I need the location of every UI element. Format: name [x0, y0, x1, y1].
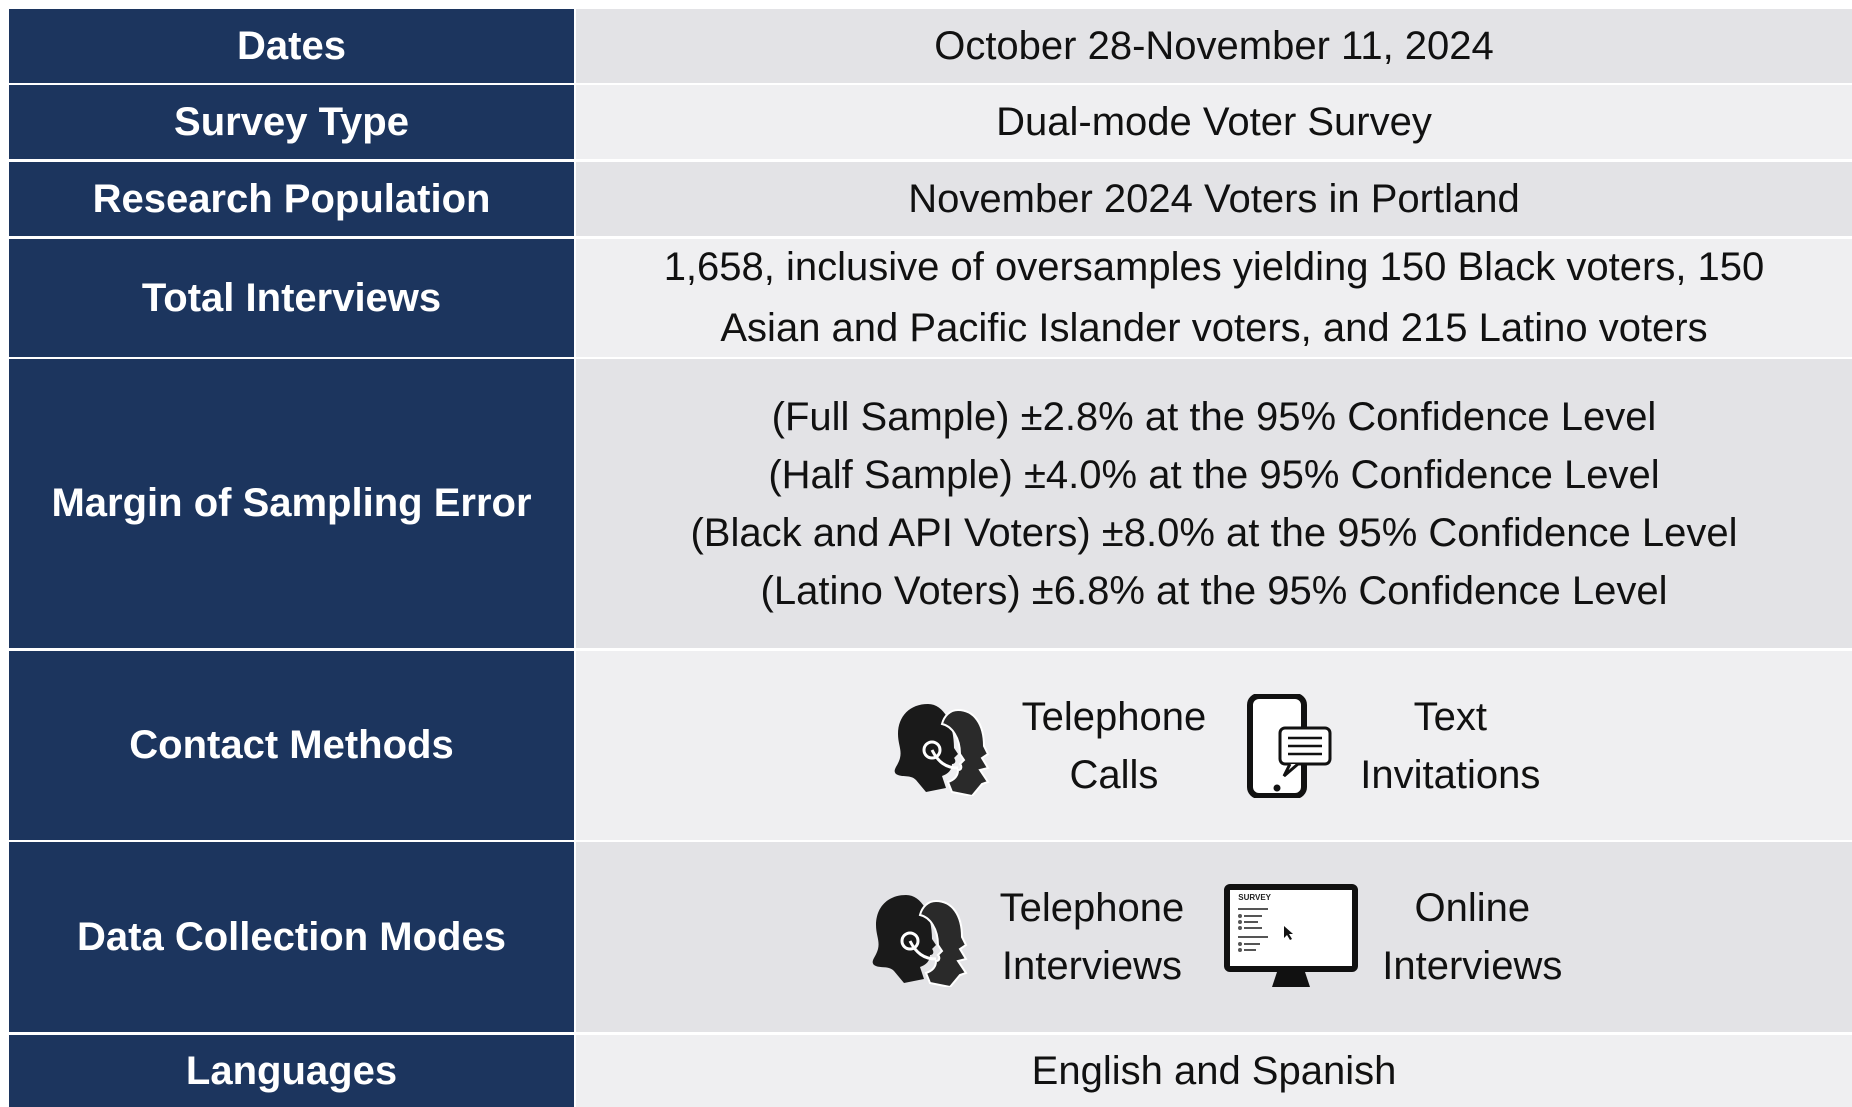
icon-part — [1244, 943, 1261, 945]
value-line: Asian and Pacific Islander voters, and 2… — [720, 306, 1708, 350]
icon-part — [908, 940, 936, 961]
icon-part — [900, 931, 920, 951]
method-text: Text Invitations — [1360, 688, 1540, 804]
row-label: Research Population — [9, 162, 574, 236]
value-line: October 28-November 11, 2024 — [934, 23, 1494, 68]
value-line: November 2024 Voters in Portland — [908, 176, 1520, 221]
row-value: (Full Sample) ±2.8% at the 95% Confidenc… — [576, 359, 1852, 648]
icon-part — [1238, 948, 1243, 952]
method-text: Online Interviews — [1382, 879, 1562, 995]
method-icon — [1246, 693, 1336, 798]
icon-part — [1238, 908, 1269, 952]
row-value: Telephone Interviews SURVEY Online Interview… — [576, 842, 1852, 1032]
value-line: (Black and API Voters) ±8.0% at the 95% … — [690, 510, 1738, 555]
method-text-line: Text — [1413, 694, 1487, 739]
icon-part — [930, 748, 958, 769]
icon-part — [1238, 920, 1243, 924]
method-text-line: Telephone — [1021, 694, 1207, 739]
icon-part — [1282, 762, 1300, 777]
icon-part — [1273, 784, 1281, 791]
icon-part — [1244, 921, 1259, 923]
row-label: Data Collection Modes — [9, 842, 574, 1032]
icon-part — [918, 899, 968, 987]
icon-part — [940, 708, 990, 796]
row-value: English and Spanish — [576, 1035, 1852, 1107]
method-text-line: Invitations — [1360, 752, 1541, 797]
method-text: Telephone Calls — [1022, 688, 1207, 804]
icon-part — [1238, 926, 1243, 930]
icon-part — [1244, 927, 1263, 929]
icon-part — [922, 740, 942, 759]
method-icon — [888, 696, 998, 796]
icon-part — [1244, 949, 1257, 951]
method-text-line: Online — [1414, 886, 1531, 930]
icon-part — [1272, 969, 1311, 987]
method-text: Telephone Interviews — [1000, 879, 1185, 995]
row-value: Telephone Calls Text Invitations — [576, 651, 1852, 840]
row-label: Languages — [9, 1035, 574, 1107]
icon-part — [1238, 914, 1243, 918]
method: Telephone Interviews — [866, 879, 1185, 995]
icon-part — [1224, 884, 1359, 987]
icon-part — [1284, 926, 1294, 940]
method: Text Invitations — [1246, 688, 1540, 804]
value-line: (Half Sample) ±4.0% at the 95% Confidenc… — [768, 452, 1660, 497]
row-label: Margin of Sampling Error — [9, 359, 574, 648]
method-text-line: Telephone — [999, 886, 1185, 930]
row-label: Survey Type — [9, 85, 574, 159]
row-value: 1,658, inclusive of oversamples yielding… — [576, 239, 1852, 357]
icon-part — [1238, 936, 1269, 938]
row-value: Dual-mode Voter Survey — [576, 85, 1852, 159]
icon-part — [1244, 915, 1263, 917]
value-line: (Full Sample) ±2.8% at the 95% Confidenc… — [771, 394, 1657, 439]
value-line: English and Spanish — [1031, 1048, 1397, 1093]
method: Telephone Calls — [888, 688, 1207, 804]
icon-part — [872, 895, 936, 983]
value-line: Dual-mode Voter Survey — [996, 99, 1432, 144]
method-icon — [866, 887, 976, 987]
icon-part — [872, 895, 968, 987]
row-label: Contact Methods — [9, 651, 574, 840]
method-text-line: Calls — [1069, 752, 1159, 797]
method: SURVEY Online Interviews — [1224, 879, 1562, 995]
method-text-line: Interviews — [1382, 944, 1563, 988]
icon-part — [1247, 693, 1332, 798]
value-line: (Latino Voters) ±6.8% at the 95% Confide… — [760, 568, 1668, 613]
method-icon: SURVEY — [1224, 884, 1359, 990]
row-value: October 28-November 11, 2024 — [576, 9, 1852, 83]
row-label: Dates — [9, 9, 574, 83]
icon-part — [1238, 908, 1269, 910]
screen-label: SURVEY — [1238, 893, 1272, 902]
icon-part — [1238, 942, 1243, 946]
method-text-line: Interviews — [1001, 944, 1182, 988]
row-value: November 2024 Voters in Portland — [576, 162, 1852, 236]
row-label: Total Interviews — [9, 239, 574, 357]
icon-part — [894, 703, 990, 796]
value-line: 1,658, inclusive of oversamples yielding… — [663, 245, 1765, 289]
icon-part — [894, 703, 958, 792]
